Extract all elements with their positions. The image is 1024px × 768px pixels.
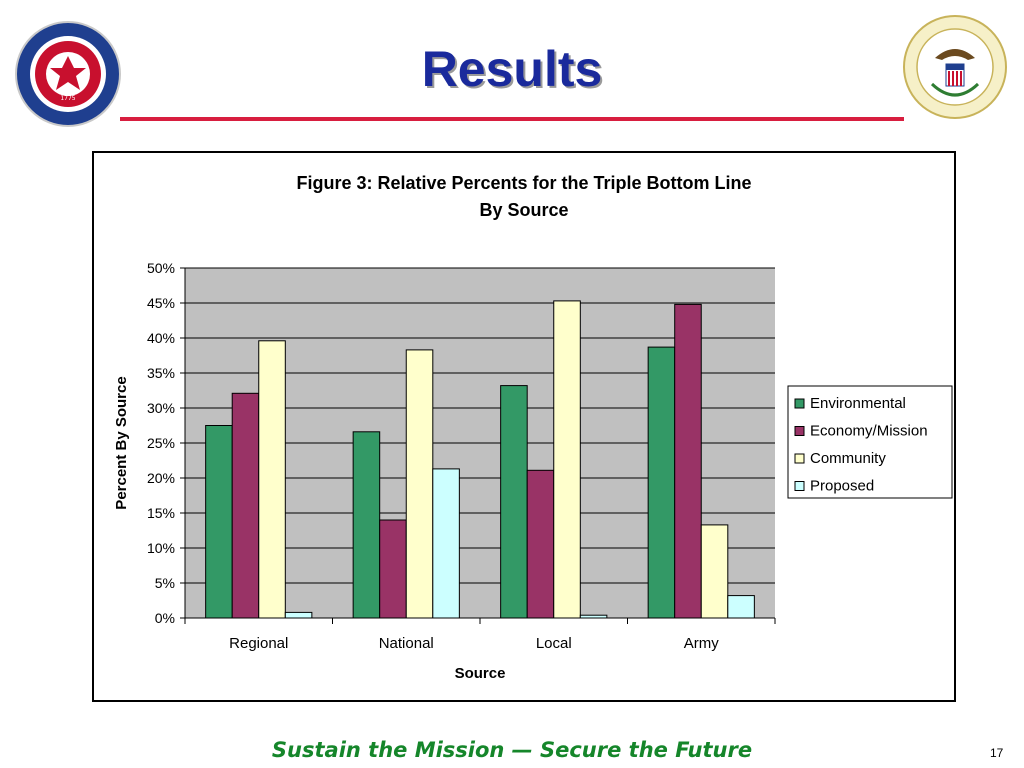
x-tick-label: Regional bbox=[229, 635, 288, 652]
army-secretary-seal-icon: 1775 bbox=[15, 21, 121, 127]
slide-title: Results bbox=[421, 41, 603, 97]
bar bbox=[405, 349, 434, 619]
bar bbox=[727, 595, 755, 619]
legend-swatch bbox=[794, 426, 805, 436]
bar bbox=[579, 614, 608, 619]
y-tick-label: 10% bbox=[147, 540, 175, 556]
y-tick-label: 5% bbox=[155, 575, 175, 591]
y-tick-label: 35% bbox=[147, 365, 175, 381]
legend-swatch bbox=[794, 398, 805, 409]
bar bbox=[674, 303, 702, 619]
legend bbox=[787, 385, 953, 499]
y-tick-label: 0% bbox=[155, 610, 175, 626]
bar bbox=[553, 300, 581, 619]
legend-label: Community bbox=[810, 450, 886, 467]
bar bbox=[205, 425, 233, 619]
x-axis-label: Source bbox=[455, 665, 506, 682]
title-divider bbox=[120, 117, 904, 121]
slide-number: 17 bbox=[990, 746, 1004, 760]
legend-swatch bbox=[794, 453, 805, 464]
aepi-seal-icon bbox=[903, 15, 1007, 119]
y-tick-label: 40% bbox=[147, 330, 175, 346]
bar bbox=[231, 392, 260, 619]
legend-label: Economy/Mission bbox=[810, 423, 928, 440]
bar bbox=[284, 611, 313, 619]
bar bbox=[432, 468, 460, 619]
bar bbox=[700, 524, 729, 619]
bar bbox=[500, 385, 528, 619]
y-tick-label: 15% bbox=[147, 505, 175, 521]
x-tick-label: Local bbox=[536, 635, 572, 652]
y-axis-label: Percent By Source bbox=[113, 376, 130, 509]
bar bbox=[379, 519, 407, 619]
bar bbox=[526, 469, 555, 619]
chart-title-line-1: Figure 3: Relative Percents for the Trip… bbox=[296, 173, 752, 193]
legend-label: Environmental bbox=[810, 395, 906, 412]
y-tick-label: 45% bbox=[147, 295, 175, 311]
bar bbox=[258, 340, 286, 619]
seal-year: 1775 bbox=[60, 95, 75, 102]
chart-title: Figure 3: Relative Percents for the Trip… bbox=[92, 170, 956, 224]
legend-swatch bbox=[794, 481, 805, 491]
y-tick-label: 20% bbox=[147, 470, 175, 486]
footer-tagline: Sustain the Mission — Secure the Future bbox=[271, 738, 753, 762]
x-tick-label: Army bbox=[684, 635, 719, 652]
y-tick-label: 25% bbox=[147, 435, 175, 451]
x-tick-label: National bbox=[379, 635, 434, 652]
chart-title-line-2: By Source bbox=[479, 200, 569, 220]
bar bbox=[352, 431, 381, 619]
bar bbox=[647, 346, 676, 619]
y-tick-label: 50% bbox=[147, 260, 175, 276]
legend-label: Proposed bbox=[810, 478, 874, 495]
y-tick-label: 30% bbox=[147, 400, 175, 416]
